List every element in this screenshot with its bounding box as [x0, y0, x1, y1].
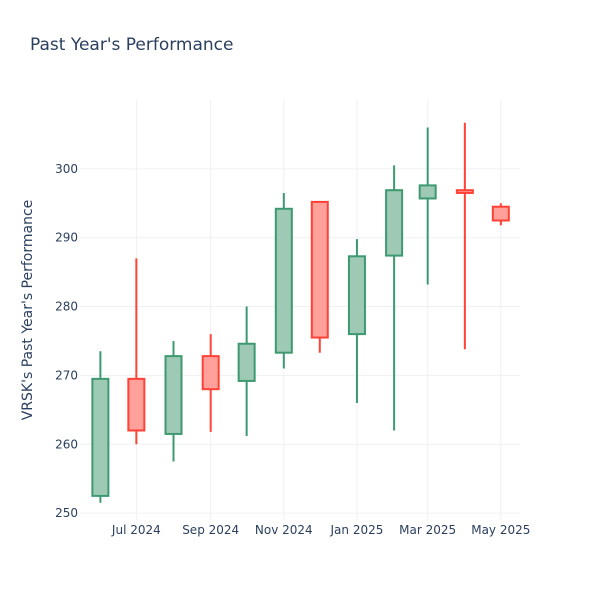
- candle-body: [127, 377, 146, 432]
- candle-decreasing[interactable]: [310, 200, 329, 353]
- candle-decreasing[interactable]: [127, 258, 146, 445]
- y-axis-title: VRSK's Past Year's Performance: [20, 200, 36, 421]
- candle-decreasing[interactable]: [455, 122, 474, 350]
- candle-increasing[interactable]: [164, 340, 183, 462]
- x-tick-label: Jan 2025: [330, 523, 384, 537]
- candle-body: [164, 355, 183, 435]
- candle-body: [310, 200, 329, 339]
- candle-body: [491, 205, 510, 222]
- y-tick-label: 290: [55, 231, 78, 245]
- x-tick-label: Sep 2024: [182, 523, 239, 537]
- candle-increasing[interactable]: [237, 306, 256, 436]
- y-tick-label: 270: [55, 368, 78, 382]
- y-tick-label: 300: [55, 162, 78, 176]
- candle-body: [91, 377, 110, 497]
- x-tick-label: Jul 2024: [111, 523, 161, 537]
- y-tick-label: 280: [55, 300, 78, 314]
- y-tick-label: 250: [55, 506, 78, 520]
- candle-layer: [91, 122, 510, 503]
- candle-increasing[interactable]: [91, 351, 110, 503]
- y-tick-label: 260: [55, 437, 78, 451]
- grid-layer: [80, 100, 520, 520]
- candle-body: [455, 189, 474, 194]
- x-tick-label: Mar 2025: [399, 523, 456, 537]
- chart-title: Past Year's Performance: [30, 35, 234, 55]
- candle-increasing[interactable]: [418, 127, 437, 285]
- candle-body: [385, 189, 404, 257]
- candle-body: [347, 255, 366, 336]
- candle-body: [274, 207, 293, 354]
- candle-decreasing[interactable]: [201, 334, 220, 432]
- candle-body: [201, 355, 220, 391]
- x-tick-label: May 2025: [471, 523, 530, 537]
- x-tick-labels: Jul 2024 Sep 2024 Nov 2024 Jan 2025 Mar 2025…: [111, 523, 530, 537]
- candle-increasing[interactable]: [385, 165, 404, 431]
- candle-increasing[interactable]: [347, 239, 366, 403]
- y-tick-labels: 250 260 270 280 290 300: [55, 162, 78, 520]
- candle-decreasing[interactable]: [491, 203, 510, 226]
- candle-body: [418, 184, 437, 200]
- candle-increasing[interactable]: [274, 192, 293, 369]
- candle-body: [237, 342, 256, 382]
- x-tick-label: Nov 2024: [255, 523, 313, 537]
